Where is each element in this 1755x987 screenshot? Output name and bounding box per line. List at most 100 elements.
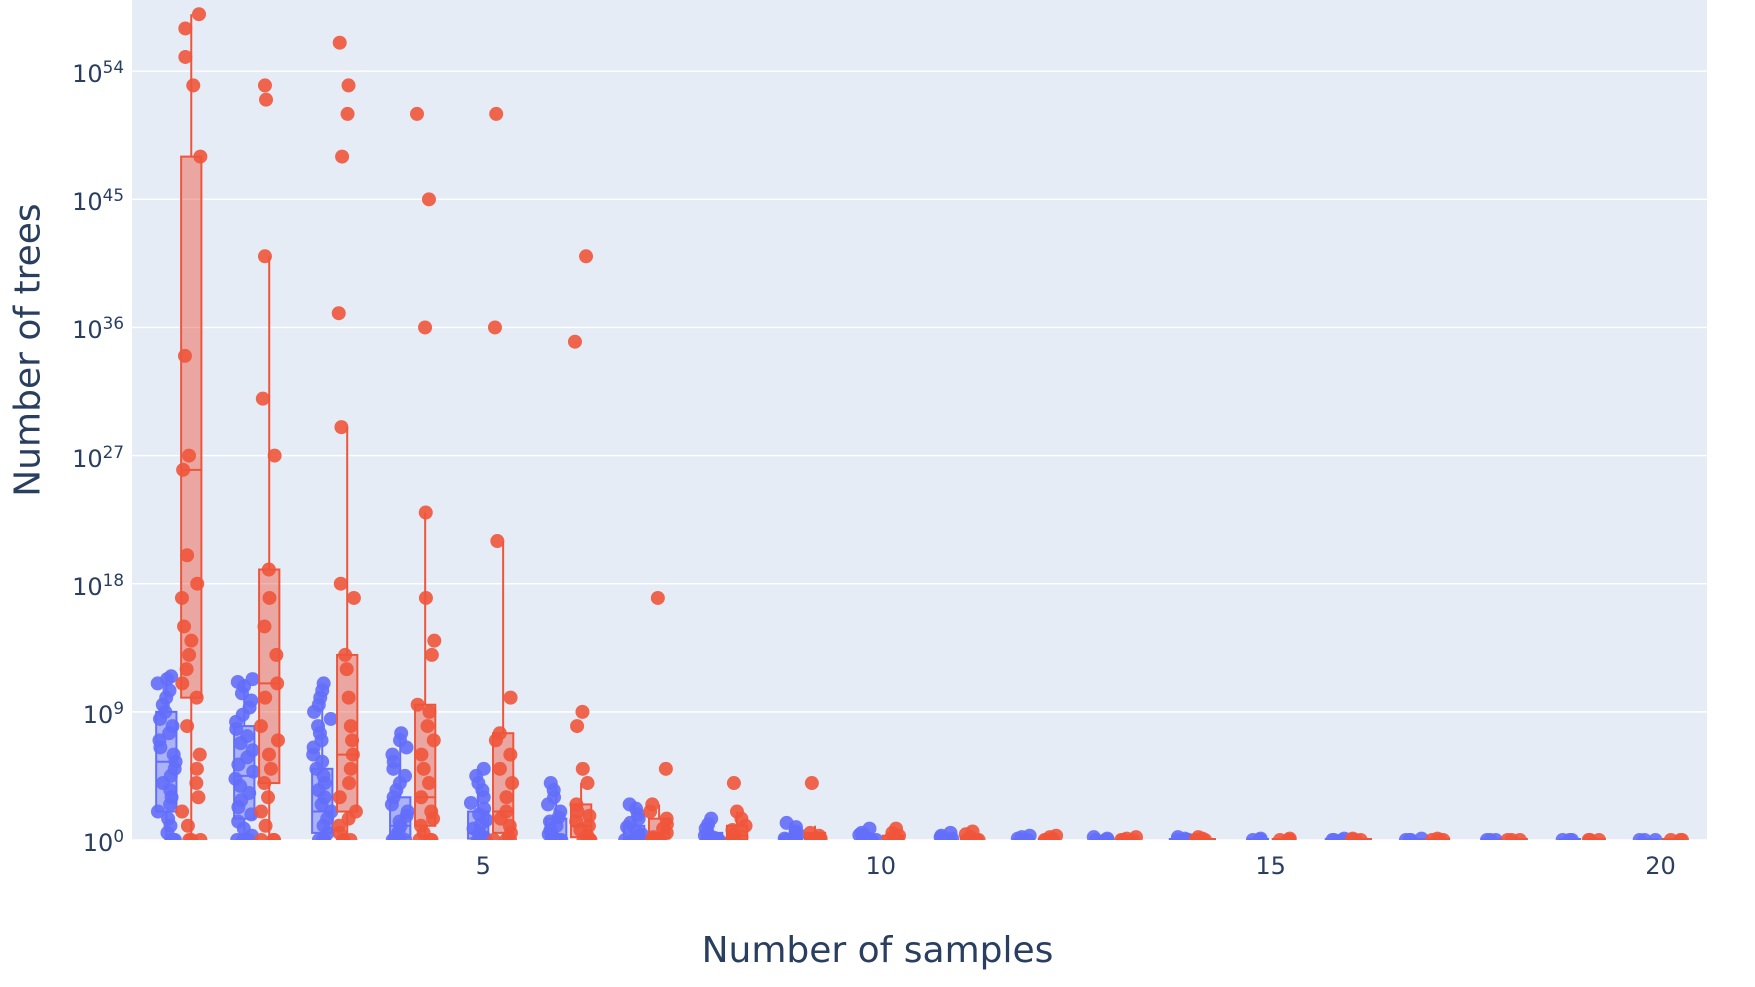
strip-point bbox=[182, 833, 196, 847]
strip-point bbox=[1513, 833, 1527, 847]
strip-point bbox=[421, 719, 435, 733]
box-body bbox=[181, 157, 201, 698]
strip-point bbox=[553, 805, 567, 819]
strip-point bbox=[401, 805, 415, 819]
strip-point bbox=[186, 78, 200, 92]
strip-point bbox=[803, 826, 817, 840]
strip-point bbox=[489, 107, 503, 121]
strip-point bbox=[190, 691, 204, 705]
strip-point bbox=[270, 676, 284, 690]
strip-point bbox=[184, 634, 198, 648]
strip-point bbox=[422, 705, 436, 719]
x-tick-label: 20 bbox=[1645, 852, 1676, 880]
strip-point bbox=[259, 819, 273, 833]
strip-point bbox=[175, 676, 189, 690]
x-axis-label: Number of samples bbox=[702, 930, 1054, 971]
plot-background bbox=[132, 0, 1707, 840]
strip-point bbox=[246, 743, 260, 757]
strip-point bbox=[332, 306, 346, 320]
strip-point bbox=[231, 814, 245, 828]
strip-point bbox=[398, 769, 412, 783]
strip-point bbox=[180, 662, 194, 676]
strip-point bbox=[335, 150, 349, 164]
strip-point bbox=[862, 822, 876, 836]
strip-point bbox=[725, 823, 739, 837]
strip-point bbox=[575, 705, 589, 719]
strip-point bbox=[178, 21, 192, 35]
strip-point bbox=[780, 816, 794, 830]
strip-point bbox=[544, 776, 558, 790]
strip-point bbox=[264, 762, 278, 776]
strip-point bbox=[180, 719, 194, 733]
y-tick-label: 1054 bbox=[72, 57, 124, 88]
strip-point bbox=[257, 619, 271, 633]
strip-point bbox=[490, 534, 504, 548]
strip-point bbox=[464, 796, 478, 810]
strip-point bbox=[324, 712, 338, 726]
strip-point bbox=[493, 726, 507, 740]
chart-container: Number of trees Number of samples 100109… bbox=[0, 0, 1755, 987]
strip-point bbox=[570, 719, 584, 733]
strip-point bbox=[333, 790, 347, 804]
strip-point bbox=[231, 675, 245, 689]
chart-svg bbox=[0, 0, 1755, 987]
strip-point bbox=[166, 719, 180, 733]
strip-point bbox=[193, 748, 207, 762]
strip-point bbox=[189, 776, 203, 790]
strip-point bbox=[943, 826, 957, 840]
strip-point bbox=[504, 691, 518, 705]
strip-point bbox=[334, 577, 348, 591]
strip-point bbox=[190, 577, 204, 591]
strip-point bbox=[1592, 833, 1606, 847]
strip-point bbox=[342, 78, 356, 92]
strip-point bbox=[425, 648, 439, 662]
strip-point bbox=[269, 648, 283, 662]
strip-point bbox=[727, 776, 741, 790]
strip-point bbox=[581, 776, 595, 790]
x-tick-label: 10 bbox=[866, 852, 897, 880]
strip-point bbox=[659, 762, 673, 776]
strip-point bbox=[394, 726, 408, 740]
x-tick-label: 15 bbox=[1255, 852, 1286, 880]
y-tick-label: 100 bbox=[83, 826, 124, 857]
strip-point bbox=[477, 762, 491, 776]
strip-point bbox=[347, 591, 361, 605]
strip-point bbox=[181, 819, 195, 833]
strip-point bbox=[258, 78, 272, 92]
strip-point bbox=[1283, 832, 1297, 846]
strip-point bbox=[266, 833, 280, 847]
strip-point bbox=[730, 805, 744, 819]
strip-point bbox=[660, 812, 674, 826]
strip-point bbox=[167, 748, 181, 762]
strip-point bbox=[341, 107, 355, 121]
strip-point bbox=[569, 797, 583, 811]
strip-point bbox=[190, 762, 204, 776]
strip-point bbox=[317, 676, 331, 690]
y-tick-label: 109 bbox=[83, 698, 124, 729]
y-tick-label: 1027 bbox=[72, 442, 124, 473]
strip-point bbox=[345, 733, 359, 747]
strip-point bbox=[805, 776, 819, 790]
strip-point bbox=[418, 320, 432, 334]
strip-point bbox=[966, 824, 980, 838]
strip-point bbox=[417, 762, 431, 776]
strip-point bbox=[1675, 833, 1689, 847]
strip-point bbox=[254, 719, 268, 733]
strip-point bbox=[228, 772, 242, 786]
strip-point bbox=[334, 420, 348, 434]
strip-point bbox=[1480, 833, 1494, 847]
strip-point bbox=[414, 748, 428, 762]
strip-point bbox=[175, 591, 189, 605]
strip-point bbox=[192, 7, 206, 21]
strip-point bbox=[254, 805, 268, 819]
strip-point bbox=[262, 562, 276, 576]
strip-point bbox=[422, 776, 436, 790]
strip-point bbox=[419, 591, 433, 605]
strip-point bbox=[424, 805, 438, 819]
strip-point bbox=[256, 392, 270, 406]
strip-point bbox=[333, 36, 347, 50]
strip-point bbox=[262, 591, 276, 605]
strip-point bbox=[419, 506, 433, 520]
strip-point bbox=[645, 797, 659, 811]
strip-point bbox=[487, 833, 501, 847]
